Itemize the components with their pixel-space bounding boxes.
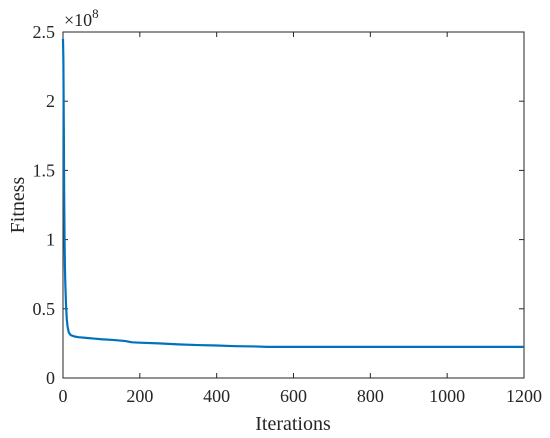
x-tick-label: 1200 (506, 386, 542, 406)
y-tick-label: 2.5 (33, 22, 56, 42)
y-axis-ticks: 0 0.5 1 1.5 2 2.5 (33, 22, 524, 388)
series-line-fitness (61, 38, 524, 348)
x-tick-label: 400 (203, 386, 230, 406)
y-axis-label: Fitness (7, 176, 29, 233)
x-axis-ticks: 0 200 400 600 800 1000 1200 (59, 32, 542, 406)
series-layer (61, 38, 524, 348)
y-exponent-label: ×108 (64, 6, 99, 30)
x-tick-label: 200 (126, 386, 153, 406)
plot-area (62, 31, 525, 379)
y-exponent-power: 8 (92, 6, 99, 21)
y-tick-label: 1.5 (33, 160, 56, 180)
y-tick-label: 0 (46, 368, 55, 388)
x-tick-label: 800 (357, 386, 384, 406)
y-tick-label: 1 (46, 230, 55, 250)
x-tick-label: 600 (280, 386, 307, 406)
y-tick-label: 0.5 (33, 299, 56, 319)
x-axis-label: Iterations (255, 413, 331, 435)
y-exponent-base: ×10 (64, 10, 92, 30)
x-tick-label: 1000 (429, 386, 465, 406)
x-tick-label: 0 (59, 386, 68, 406)
y-tick-label: 2 (46, 91, 55, 111)
